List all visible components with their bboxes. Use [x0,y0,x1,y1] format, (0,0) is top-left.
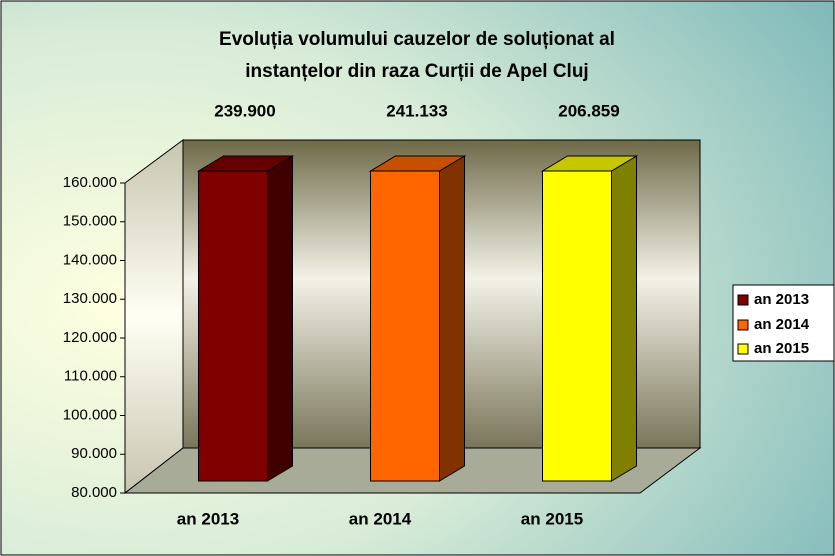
side-wall [124,139,184,495]
value-label: 241.133 [386,101,447,120]
legend-swatch [737,294,749,306]
bar-side [267,155,293,482]
y-tick-label: 130.000 [63,290,117,307]
legend-swatch [737,343,749,355]
legend-swatch [737,319,749,331]
y-tick-label: 140.000 [63,251,117,268]
value-label: 206.859 [558,101,619,120]
legend [732,284,835,362]
value-label: 239.900 [214,101,275,120]
y-tick-label: 90.000 [71,445,117,462]
y-tick-label: 110.000 [64,368,117,385]
bar-side [611,155,637,482]
bar-side [439,155,465,482]
chart-title: Evoluția volumului cauzelor de soluționa… [219,29,615,50]
bar [370,170,440,482]
y-tick-label: 80.000 [71,484,117,501]
x-tick-label: an 2014 [349,509,412,528]
y-tick-label: 100.000 [63,406,117,423]
legend-label: an 2013 [754,291,809,308]
x-tick-label: an 2013 [177,509,239,528]
y-tick-label: 160.000 [63,174,117,191]
chart-subtitle: instanțelor din raza Curții de Apel Cluj [245,61,588,82]
y-tick-label: 120.000 [63,329,117,346]
bar [542,170,612,482]
x-tick-label: an 2015 [521,509,583,528]
legend-label: an 2015 [754,340,809,357]
legend-label: an 2014 [754,316,810,333]
y-tick-label: 150.000 [63,213,117,230]
bar [198,170,268,482]
